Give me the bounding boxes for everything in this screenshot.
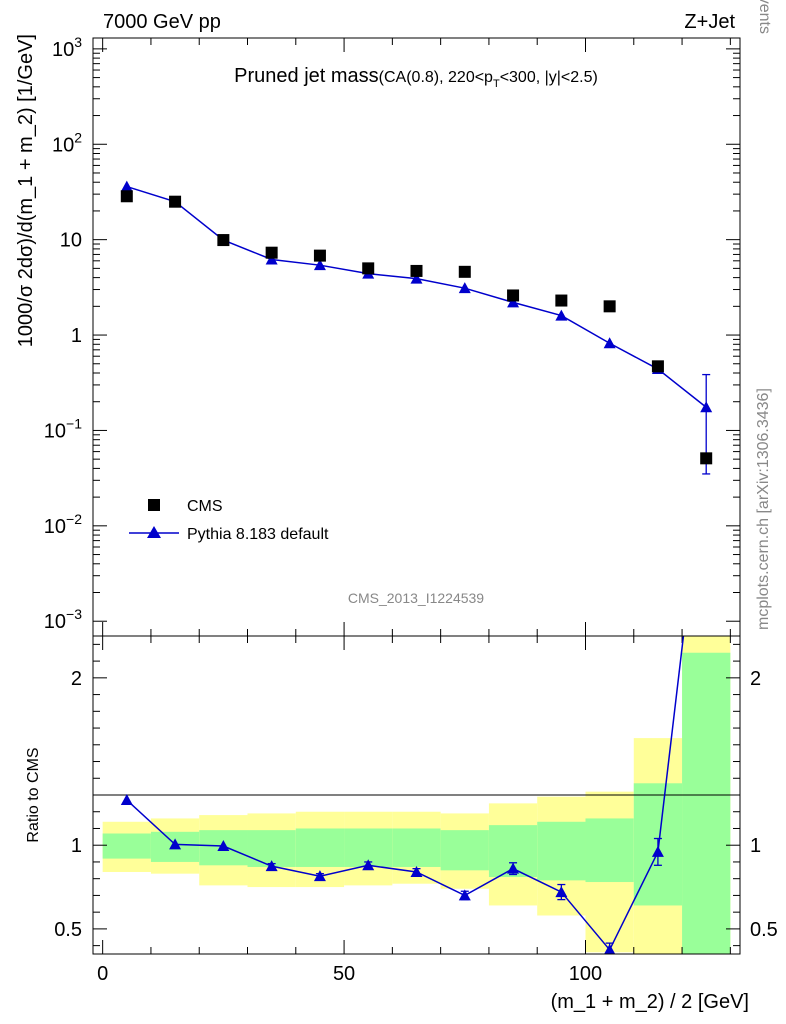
ratio-pythia-point bbox=[313, 870, 326, 882]
main-y-tick-label: 10−3 bbox=[44, 606, 82, 633]
ratio-pythia-point bbox=[555, 886, 568, 898]
legend-pythia-label: Pythia 8.183 default bbox=[187, 526, 329, 543]
ratio-band-green bbox=[682, 652, 731, 954]
cms-point bbox=[362, 262, 375, 275]
analysis-id: CMS_2013_I1224539 bbox=[348, 590, 484, 606]
ratio-band-green bbox=[585, 818, 634, 883]
ratio-band-green bbox=[102, 833, 151, 859]
header-right: Z+Jet bbox=[684, 11, 735, 33]
ratio-plot-panel: 0.5 0.5 1 1 2 2 0 50 100 Ratio to CMS (m_1 + m_2… bbox=[25, 635, 778, 1013]
main-y-tick-label: 10−1 bbox=[44, 415, 82, 442]
ratio-y-tick-label: 2 bbox=[71, 668, 82, 690]
ratio-pythia-point bbox=[362, 859, 375, 871]
main-y-tick-label: 1 bbox=[71, 325, 82, 347]
legend-pythia-marker bbox=[147, 526, 161, 538]
cms-point bbox=[651, 360, 664, 373]
cms-point bbox=[217, 234, 230, 247]
x-tick-label: 0 bbox=[97, 963, 108, 985]
ratio-frame bbox=[92, 635, 741, 955]
pythia-point bbox=[507, 296, 520, 308]
legend-cms-marker bbox=[148, 499, 160, 511]
cms-point bbox=[603, 300, 616, 313]
ratio-pythia-point bbox=[604, 943, 616, 954]
ratio-pythia-point bbox=[265, 860, 278, 872]
cms-point bbox=[700, 452, 713, 465]
ratio-y-tick-label-right: 2 bbox=[750, 668, 761, 690]
main-y-tick-label: 103 bbox=[52, 34, 82, 61]
ratio-band-green bbox=[440, 830, 489, 871]
ratio-pythia-point bbox=[651, 845, 664, 857]
ratio-y-tick-label-right: 0.5 bbox=[750, 919, 778, 941]
main-y-axis-label: 1000/σ 2dσ)/d(m_1 + m_2) [1/GeV] bbox=[15, 34, 37, 347]
x-tick-label: 100 bbox=[569, 963, 602, 985]
ratio-y-axis-label: Ratio to CMS bbox=[25, 747, 42, 842]
ratio-y-tick-label: 0.5 bbox=[54, 919, 82, 941]
ratio-pythia-point bbox=[410, 865, 423, 877]
ratio-pythia-point bbox=[120, 794, 133, 806]
main-y-tick-label: 102 bbox=[52, 129, 82, 156]
pythia-point bbox=[313, 259, 326, 271]
cms-point bbox=[169, 195, 182, 208]
x-axis-label: (m_1 + m_2) / 2 [GeV] bbox=[551, 991, 749, 1013]
ratio-y-tick-label: 1 bbox=[71, 835, 82, 857]
pythia-line bbox=[126, 185, 707, 408]
cms-point bbox=[410, 264, 423, 277]
plot-title: Pruned jet mass(CA(0.8), 220<pT<300, |y|… bbox=[234, 65, 598, 90]
cms-point bbox=[555, 294, 568, 307]
cms-point bbox=[265, 246, 278, 259]
ratio-band-green bbox=[295, 828, 345, 867]
pythia-point bbox=[700, 401, 713, 413]
pythia-point bbox=[458, 282, 471, 294]
legend: CMS Pythia 8.183 default bbox=[129, 498, 329, 543]
pythia-point bbox=[410, 272, 423, 284]
main-y-tick-label: 10 bbox=[60, 230, 82, 252]
ratio-pythia-point bbox=[458, 889, 471, 901]
cms-point bbox=[120, 190, 133, 203]
ratio-band-green bbox=[392, 828, 441, 867]
ratio-series-group bbox=[120, 636, 685, 954]
ratio-y-tick-label-right: 1 bbox=[750, 835, 761, 857]
pythia-point bbox=[603, 337, 616, 349]
cms-point bbox=[313, 249, 326, 262]
legend-cms-label: CMS bbox=[187, 498, 223, 515]
ratio-pythia-point bbox=[507, 862, 520, 874]
pythia-point bbox=[120, 180, 133, 192]
rivet-label: Rivet 3.1.10, 400k events bbox=[756, 0, 773, 34]
cms-point bbox=[458, 265, 471, 278]
pythia-point bbox=[265, 253, 278, 265]
header-left: 7000 GeV pp bbox=[103, 11, 221, 33]
ratio-band-green bbox=[537, 821, 586, 881]
main-y-tick-label: 10−2 bbox=[44, 511, 82, 538]
ratio-pythia-point bbox=[217, 840, 230, 852]
ratio-pythia-point bbox=[169, 838, 182, 850]
main-frame bbox=[92, 37, 741, 637]
pythia-point bbox=[555, 309, 568, 321]
cms-point bbox=[507, 289, 520, 302]
mcplots-label: mcplots.cern.ch [arXiv:1306.3436] bbox=[755, 388, 772, 630]
x-tick-label: 50 bbox=[333, 963, 355, 985]
